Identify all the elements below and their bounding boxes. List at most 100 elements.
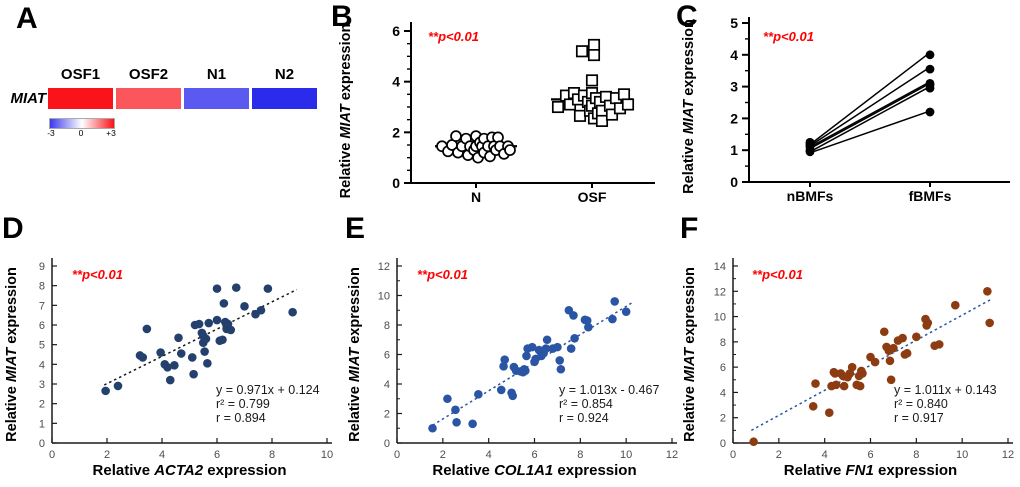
p-value: **p<0.01 (763, 29, 814, 44)
pair-line (812, 68, 928, 145)
x-tick-label: 2 (776, 449, 782, 461)
panel-letter-b: B (331, 0, 353, 33)
data-point (925, 64, 935, 74)
data-point (923, 318, 933, 328)
p-value: **p<0.01 (417, 267, 468, 282)
data-point (573, 109, 587, 122)
y-tick-label: 5 (730, 15, 738, 31)
data-point (176, 349, 186, 358)
y-tick-label: 2 (392, 124, 400, 140)
y-tick-label: 4 (39, 359, 45, 371)
data-point (138, 353, 148, 362)
y-tick-label: 4 (720, 387, 726, 399)
data-point (889, 343, 898, 353)
data-point (556, 364, 566, 374)
data-point (201, 334, 211, 344)
pair-line (812, 111, 928, 153)
data-point (749, 437, 758, 447)
x-tick-label: 8 (269, 449, 275, 461)
regression-stats: r = 0.924 (559, 411, 609, 425)
y-tick-label: 3 (730, 79, 738, 95)
heatmap-cell (184, 88, 249, 109)
y-tick-label: 2 (720, 413, 726, 425)
heatmap-row-label: MIAT (10, 90, 46, 107)
x-tick-label: 0 (49, 449, 55, 461)
y-tick-label: 10 (378, 291, 390, 303)
y-tick-label: 4 (730, 47, 738, 63)
panel-c: C 0 1 2 3 4 5 nBMFs fBMFs **p<0.01 Relative MIAT … (675, 0, 1020, 212)
y-tick-label: 2 (384, 409, 390, 421)
data-point (101, 386, 110, 396)
data-point (808, 402, 818, 411)
data-point (950, 300, 960, 310)
y-tick-label: 14 (714, 261, 726, 273)
y-tick-label: 4 (384, 379, 390, 391)
x-tick-label: 10 (956, 449, 968, 461)
data-point (204, 318, 214, 328)
data-point (934, 340, 944, 349)
data-point (621, 307, 631, 317)
data-point (212, 315, 222, 325)
x-tick-label: 2 (440, 449, 446, 461)
y-tick-label: 12 (714, 286, 726, 298)
p-value: **p<0.01 (72, 267, 123, 282)
pair-line (812, 54, 928, 143)
data-point (200, 347, 209, 356)
colorbar-max-label: +3 (106, 128, 116, 138)
category-label: N (471, 189, 481, 205)
y-tick-label: 9 (39, 261, 45, 273)
y-tick-label: 6 (384, 350, 390, 362)
y-tick-label: 4 (392, 74, 400, 90)
data-point (113, 381, 123, 391)
data-point (443, 394, 452, 404)
data-point (500, 355, 510, 364)
data-point (263, 284, 273, 293)
data-point (504, 144, 516, 156)
data-point (847, 362, 857, 372)
regression-stats: r² = 0.854 (559, 397, 613, 411)
x-tick-label: 12 (1002, 449, 1014, 461)
data-point (587, 49, 601, 62)
data-point (231, 283, 241, 292)
x-tick-label: 4 (159, 449, 165, 461)
panel-b: B 0 2 4 6 N OSF **p<0.01 Relative MIAT expressi… (330, 0, 675, 212)
data-point (879, 327, 889, 337)
y-tick-label: 1 (730, 142, 738, 158)
y-axis-title: Relative MIAT expression (681, 19, 697, 194)
x-tick-label: 12 (666, 449, 678, 461)
y-tick-label: 6 (39, 320, 45, 332)
y-axis-title: Relative MIAT expression (682, 267, 698, 442)
data-point (570, 333, 579, 343)
x-tick-label: 0 (394, 449, 400, 461)
panel-f-chart: 0 2 4 6 8 10 12 0 2 4 6 8 10 12 14 y = 1.011x + 0.143r²… (682, 258, 1014, 479)
pair-line (812, 84, 928, 148)
regression-stats: y = 0.971x + 0.124 (216, 383, 320, 397)
data-point (898, 333, 907, 343)
heatmap-cell (252, 88, 317, 109)
data-point (582, 316, 592, 325)
data-point (194, 319, 204, 329)
y-axis-title: Relative MIAT expression (347, 267, 363, 442)
data-point (551, 100, 565, 114)
data-point (174, 333, 183, 343)
data-point (621, 98, 635, 111)
data-point (542, 335, 552, 345)
y-tick-label: 0 (392, 175, 400, 191)
data-point (811, 379, 820, 388)
data-point (451, 405, 460, 415)
p-value: **p<0.01 (428, 29, 479, 44)
data-point (855, 381, 865, 391)
heatmap-colorbar (49, 118, 115, 129)
data-point (805, 147, 815, 157)
y-tick-label: 2 (730, 110, 738, 126)
data-point (219, 299, 229, 308)
y-tick-label: 10 (714, 312, 726, 324)
x-tick-label: 10 (321, 449, 333, 461)
data-point (553, 342, 562, 352)
y-tick-label: 5 (39, 340, 45, 352)
panel-d: D 0 2 4 6 8 10 0 1 2 3 4 5 6 7 8 9 y = 0.971x + 0.124 r² … (0, 212, 345, 487)
category-label: fBMFs (909, 188, 952, 204)
panel-letter-d: D (2, 212, 24, 245)
